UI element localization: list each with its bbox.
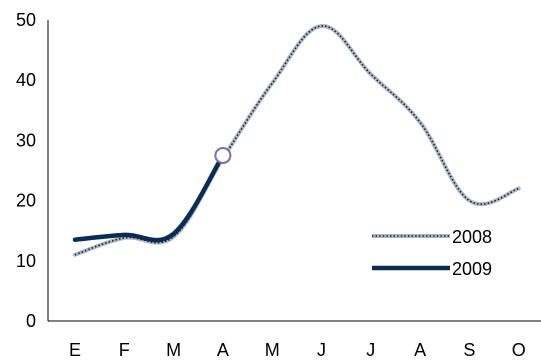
x-tick-label: M	[166, 340, 181, 360]
series-2008	[73, 24, 521, 257]
x-tick-label: O	[512, 340, 526, 360]
y-tick-label: 50	[16, 10, 36, 30]
x-tick-label: M	[265, 340, 280, 360]
legend-label-2008: 2008	[452, 227, 492, 247]
series-layer	[72, 24, 521, 257]
y-tick-label: 20	[16, 191, 36, 211]
series-line-dots-2008	[74, 25, 519, 256]
legend: 2008 2009	[372, 227, 492, 279]
y-tick-label: 0	[26, 311, 36, 331]
series-line-2008	[73, 24, 521, 257]
x-tick-label: A	[414, 340, 426, 360]
y-tick-label: 10	[16, 251, 36, 271]
x-tick-label: J	[366, 340, 375, 360]
y-tick-label: 30	[16, 130, 36, 150]
x-tick-label: E	[69, 340, 81, 360]
y-axis-ticks: 0 10 20 30 40 50	[16, 10, 36, 331]
series-end-marker-2009	[214, 146, 232, 164]
series-2009	[72, 146, 232, 243]
y-tick-label: 40	[16, 70, 36, 90]
x-tick-label: F	[119, 340, 130, 360]
x-tick-label: A	[217, 340, 229, 360]
x-tick-label: J	[317, 340, 326, 360]
legend-label-2009: 2009	[452, 259, 492, 279]
series-line-2009	[72, 153, 226, 243]
x-tick-label: S	[463, 340, 475, 360]
axes	[47, 20, 541, 322]
